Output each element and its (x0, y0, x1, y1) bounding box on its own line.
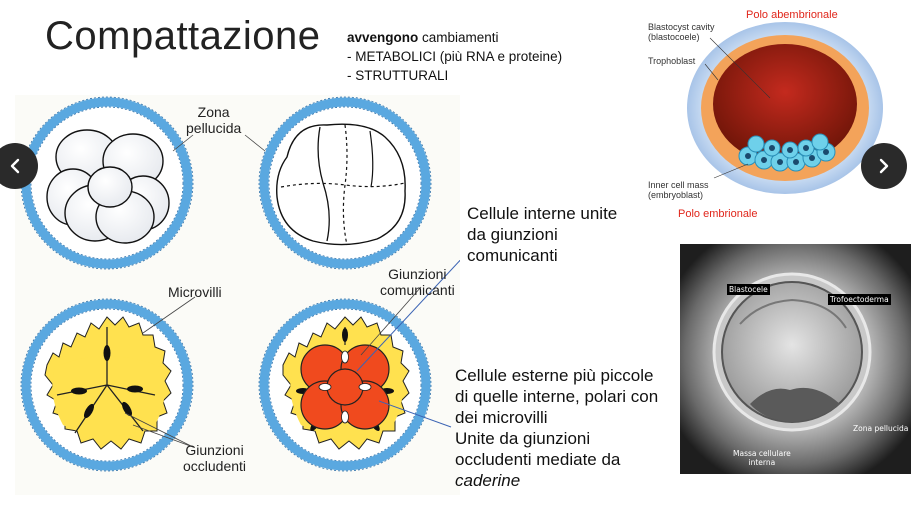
changes-metabolic: - METABOLICI (più RNA e proteine) (347, 49, 563, 64)
slide-title: Compattazione (45, 14, 321, 58)
annotation-outer-line-3: dei microvilli (455, 408, 548, 427)
label-zona-pellucida: Zona pellucida (186, 104, 242, 136)
changes-list: avvengono cambiamenti - METABOLICI (più … (347, 28, 562, 85)
embryo-microvilli (20, 298, 194, 472)
label-blastocele: Blastocele (727, 284, 770, 295)
annotation-outer-line-2: di quelle interne, polari con (455, 387, 659, 406)
changes-intro-rest: cambiamenti (418, 30, 499, 45)
annotation-outer-line-5: occludenti mediate da (455, 450, 621, 469)
label-massa-cellulare: Massa cellulare interna (733, 449, 791, 467)
label-polo-abembrionale: Polo abembrionale (746, 9, 838, 21)
label-blastocyst-cavity: Blastocyst cavity (blastocoele) (648, 22, 715, 42)
changes-structural: - STRUTTURALI (347, 68, 449, 83)
label-trophoblast: Trophoblast (648, 56, 696, 66)
blastocyst-illustration (687, 22, 883, 194)
label-inner-cell-mass: Inner cell mass (embryoblast) (648, 180, 709, 200)
annotation-outer-line-6: caderine (455, 471, 521, 490)
next-slide-button[interactable] (861, 143, 907, 189)
label-polo-embrionale: Polo embrionale (678, 208, 758, 220)
chevron-right-icon (879, 158, 889, 174)
label-microvilli: Microvilli (168, 284, 222, 300)
label-zona-pellucida-micro: Zona pellucida (853, 424, 909, 433)
label-trofoectoderma: Trofoectoderma (828, 294, 891, 305)
compaction-diagram (15, 95, 460, 495)
changes-intro-bold: avvengono (347, 30, 419, 45)
annotation-inner-cells: Cellule interne unite da giunzioni comun… (467, 204, 618, 265)
label-giunzioni-comunicanti: Giunzioni comunicanti (380, 266, 455, 298)
blastocyst-micrograph (680, 244, 911, 474)
label-giunzioni-occludenti: Giunzioni occludenti (183, 442, 247, 474)
prev-slide-button[interactable] (0, 143, 38, 189)
annotation-outer-cells: Cellule esterne più piccole di quelle in… (455, 365, 658, 491)
embryo-compacted (258, 96, 432, 270)
embryo-inner-outer (258, 298, 432, 472)
chevron-left-icon (10, 158, 20, 174)
annotation-outer-line-4: Unite da giunzioni (455, 429, 591, 448)
annotation-outer-line-1: Cellule esterne più piccole (455, 366, 654, 385)
embryo-8-cell (20, 96, 194, 270)
